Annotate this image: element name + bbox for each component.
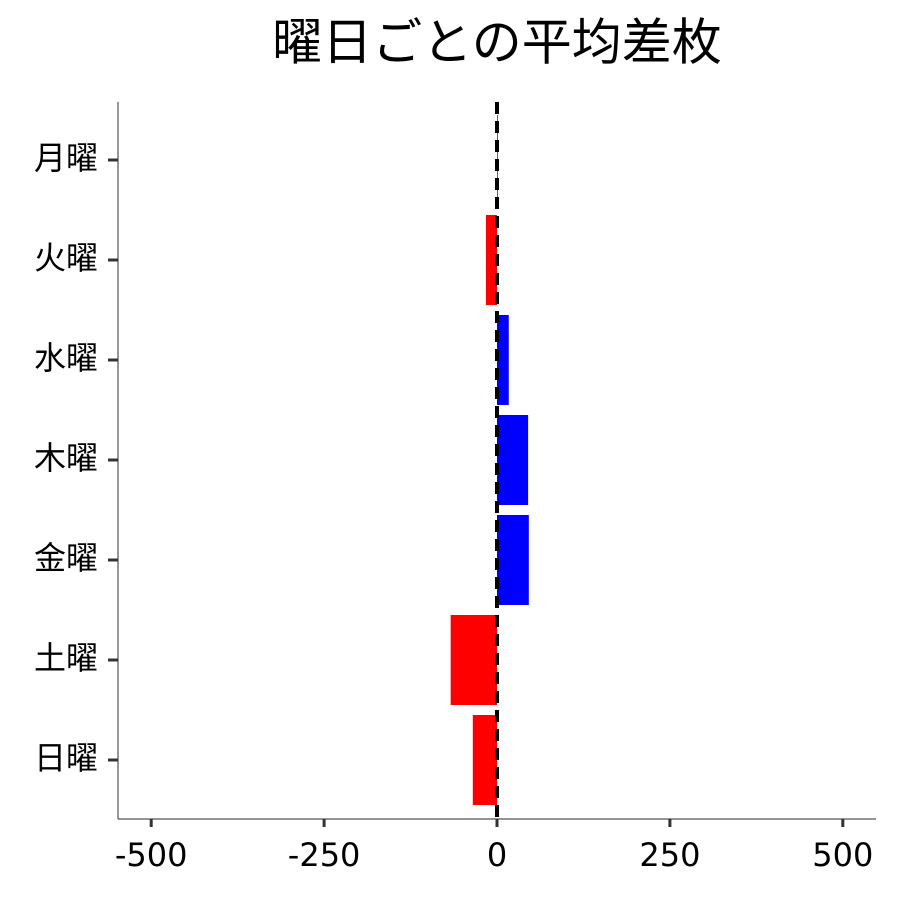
x-tick-label: 0 [487, 836, 507, 874]
y-tick-label: 木曜 [34, 439, 98, 477]
y-tick-label: 日曜 [34, 739, 98, 777]
bar [497, 515, 529, 605]
x-tick-label: -250 [288, 836, 361, 874]
bar [497, 415, 529, 505]
y-tick-label: 水曜 [34, 339, 98, 377]
x-tick-label: 250 [639, 836, 700, 874]
bar [450, 615, 497, 705]
bar [472, 715, 497, 805]
y-tick-label: 月曜 [34, 139, 98, 177]
x-tick-label: 500 [812, 836, 873, 874]
chart-title: 曜日ごとの平均差枚 [272, 14, 722, 72]
y-tick-label: 火曜 [34, 239, 98, 277]
bar [485, 215, 497, 305]
x-tick-label: -500 [115, 836, 188, 874]
y-tick-label: 金曜 [34, 539, 98, 577]
bar [497, 315, 509, 405]
y-tick-label: 土曜 [34, 639, 98, 677]
